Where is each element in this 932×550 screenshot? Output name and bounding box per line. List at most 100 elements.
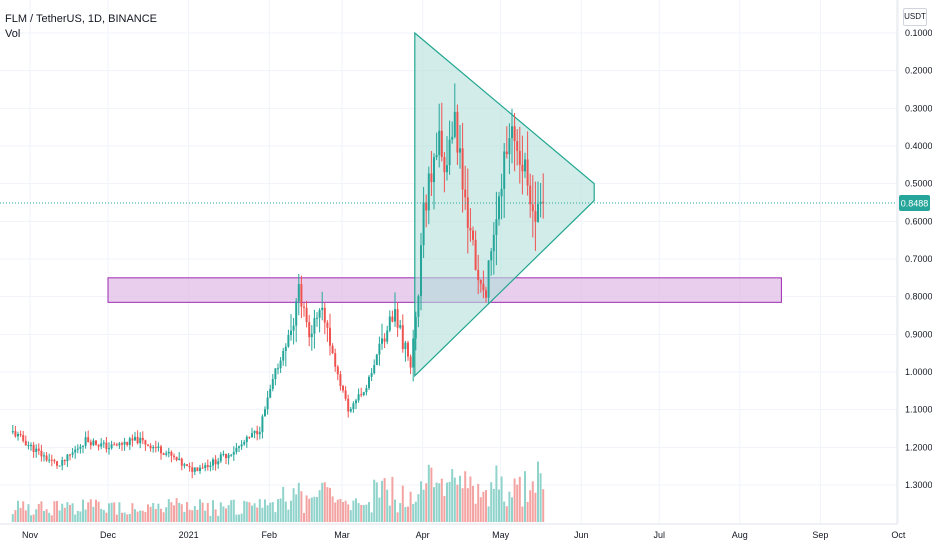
candle-body bbox=[349, 409, 352, 412]
volume-bar bbox=[240, 513, 243, 522]
volume-bar bbox=[71, 503, 74, 522]
candle-body bbox=[537, 204, 539, 222]
candle-body bbox=[391, 316, 394, 322]
volume-bar bbox=[459, 475, 461, 522]
candle-body bbox=[152, 447, 155, 449]
candle-body bbox=[193, 467, 196, 472]
candle-body bbox=[102, 442, 105, 444]
candle-body bbox=[362, 392, 365, 396]
candle-body bbox=[373, 365, 376, 374]
candle-body bbox=[469, 227, 472, 231]
time-tick-label: Apr bbox=[416, 530, 430, 540]
volume-bar bbox=[394, 499, 396, 522]
volume-bar bbox=[539, 473, 542, 522]
volume-bar bbox=[498, 489, 500, 522]
candle-body bbox=[89, 442, 92, 446]
volume-bar bbox=[14, 510, 17, 522]
candle-body bbox=[175, 456, 178, 461]
symbol-title[interactable]: FLM / TetherUS, 1D, BINANCE bbox=[5, 13, 158, 25]
candle-body bbox=[144, 440, 147, 445]
candle-body bbox=[303, 306, 305, 308]
candle-body bbox=[433, 157, 435, 183]
candle-body bbox=[240, 444, 243, 447]
candle-body bbox=[84, 437, 87, 446]
volume-bar bbox=[134, 509, 136, 522]
candle-body bbox=[128, 438, 131, 445]
volume-bar bbox=[508, 491, 511, 522]
candle-body bbox=[451, 136, 454, 140]
volume-bar bbox=[511, 497, 513, 522]
volume-bar bbox=[342, 501, 344, 522]
time-axis[interactable]: Nov Dec 2021 Feb Mar Apr May Jun Jul Aug Sep Oct bbox=[0, 523, 906, 540]
volume-bar bbox=[435, 482, 438, 522]
candle-body bbox=[360, 394, 363, 396]
volume-bar bbox=[201, 502, 204, 522]
volume-bar bbox=[308, 498, 311, 522]
volume-bar bbox=[105, 512, 108, 522]
volume-bar bbox=[357, 503, 360, 522]
volume-bar bbox=[414, 501, 417, 522]
volume-bar bbox=[329, 487, 331, 522]
volume-bar bbox=[110, 502, 113, 522]
candle-body bbox=[162, 453, 165, 455]
volume-bar bbox=[84, 509, 87, 522]
volume-bar bbox=[17, 500, 19, 522]
volume-bar bbox=[495, 465, 498, 522]
volume-bar bbox=[76, 510, 79, 522]
price-tick-label: 0.7000 bbox=[905, 254, 932, 264]
volume-bar bbox=[209, 515, 212, 522]
price-tick-label: 1.1000 bbox=[905, 405, 932, 415]
candle-body bbox=[417, 296, 420, 317]
volume-bar bbox=[35, 509, 38, 522]
candle-body bbox=[188, 466, 191, 468]
candle-body bbox=[157, 446, 160, 449]
volume-bar bbox=[266, 505, 269, 522]
candle-body bbox=[326, 322, 329, 328]
price-tick-label: 0.4000 bbox=[905, 141, 932, 151]
candle-body bbox=[147, 444, 149, 446]
volume-indicator-label[interactable]: Vol bbox=[5, 28, 21, 40]
candle-body bbox=[74, 449, 77, 453]
volume-bar bbox=[225, 508, 227, 522]
candle-body bbox=[204, 465, 207, 469]
time-tick-label: Aug bbox=[732, 530, 748, 540]
candle-body bbox=[295, 301, 298, 326]
volume-bar bbox=[102, 509, 105, 522]
price-tick-label: 1.2000 bbox=[905, 442, 932, 452]
candle-body bbox=[365, 388, 368, 393]
price-axis[interactable]: 1.3000 1.2000 1.1000 1.0000 0.9000 0.8000 0.70… bbox=[896, 0, 932, 524]
candle-body bbox=[76, 448, 79, 450]
volume-bar bbox=[518, 476, 521, 522]
volume-bar bbox=[375, 482, 378, 522]
time-tick-label: Jun bbox=[574, 530, 589, 540]
volume-bar bbox=[433, 487, 435, 522]
volume-bar bbox=[479, 497, 482, 522]
candle-body bbox=[118, 443, 121, 446]
volume-bar bbox=[378, 497, 381, 522]
time-tick-label: May bbox=[492, 530, 510, 540]
volume-bar bbox=[295, 494, 298, 522]
time-tick-label: Mar bbox=[334, 530, 350, 540]
candle-body bbox=[35, 448, 38, 452]
candle-body bbox=[258, 432, 261, 435]
time-tick-label: 2021 bbox=[179, 530, 199, 540]
candle-body bbox=[383, 338, 386, 342]
candle-body bbox=[500, 188, 503, 197]
candle-body bbox=[479, 280, 482, 284]
candle-body bbox=[238, 446, 240, 448]
volume-bar bbox=[100, 508, 103, 522]
volume-bar bbox=[412, 504, 415, 522]
volume-bar bbox=[321, 482, 324, 522]
volume-bar bbox=[22, 501, 25, 522]
candle-body bbox=[482, 283, 485, 291]
volume-bar bbox=[417, 494, 420, 522]
volume-bar bbox=[212, 500, 214, 522]
volume-bar bbox=[235, 514, 238, 522]
candle-body bbox=[95, 440, 97, 445]
candle-body bbox=[58, 465, 61, 467]
volume-bar bbox=[542, 489, 545, 522]
candle-body bbox=[266, 397, 269, 410]
currency-unit-button[interactable]: USDT bbox=[903, 8, 927, 26]
candle-body bbox=[11, 431, 14, 433]
